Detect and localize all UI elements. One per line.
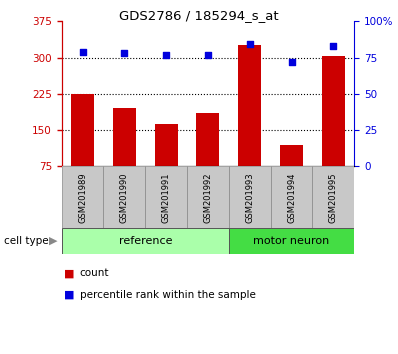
Text: reference: reference [119, 236, 172, 246]
Text: GSM201989: GSM201989 [78, 172, 87, 223]
Bar [155, 124, 178, 202]
Bar [62, 166, 103, 228]
Bar [187, 166, 229, 228]
Bar [197, 113, 219, 202]
Bar [271, 166, 312, 228]
Point [121, 50, 127, 56]
Bar [238, 45, 261, 202]
Point [247, 42, 253, 47]
Point [205, 52, 211, 57]
Point [79, 49, 86, 55]
Point [330, 43, 337, 49]
Point [288, 59, 295, 65]
Text: percentile rank within the sample: percentile rank within the sample [80, 290, 256, 299]
Bar [71, 94, 94, 202]
Text: motor neuron: motor neuron [254, 236, 330, 246]
Text: GSM201991: GSM201991 [162, 172, 171, 223]
Bar [145, 166, 187, 228]
Text: count: count [80, 268, 109, 278]
Text: ■: ■ [64, 290, 74, 299]
Text: GSM201994: GSM201994 [287, 172, 296, 223]
Bar [322, 56, 345, 202]
Text: GDS2786 / 185294_s_at: GDS2786 / 185294_s_at [119, 9, 279, 22]
Text: GSM201990: GSM201990 [120, 172, 129, 223]
Text: cell type: cell type [4, 236, 49, 246]
Bar [62, 228, 229, 254]
Bar [113, 108, 136, 202]
Text: GSM201993: GSM201993 [245, 172, 254, 223]
Text: ▶: ▶ [49, 236, 58, 246]
Bar [229, 166, 271, 228]
Bar [312, 166, 354, 228]
Text: ■: ■ [64, 268, 74, 278]
Text: GSM201995: GSM201995 [329, 172, 338, 223]
Bar [229, 228, 354, 254]
Bar [103, 166, 145, 228]
Point [163, 52, 170, 57]
Bar [280, 144, 303, 202]
Text: GSM201992: GSM201992 [203, 172, 213, 223]
